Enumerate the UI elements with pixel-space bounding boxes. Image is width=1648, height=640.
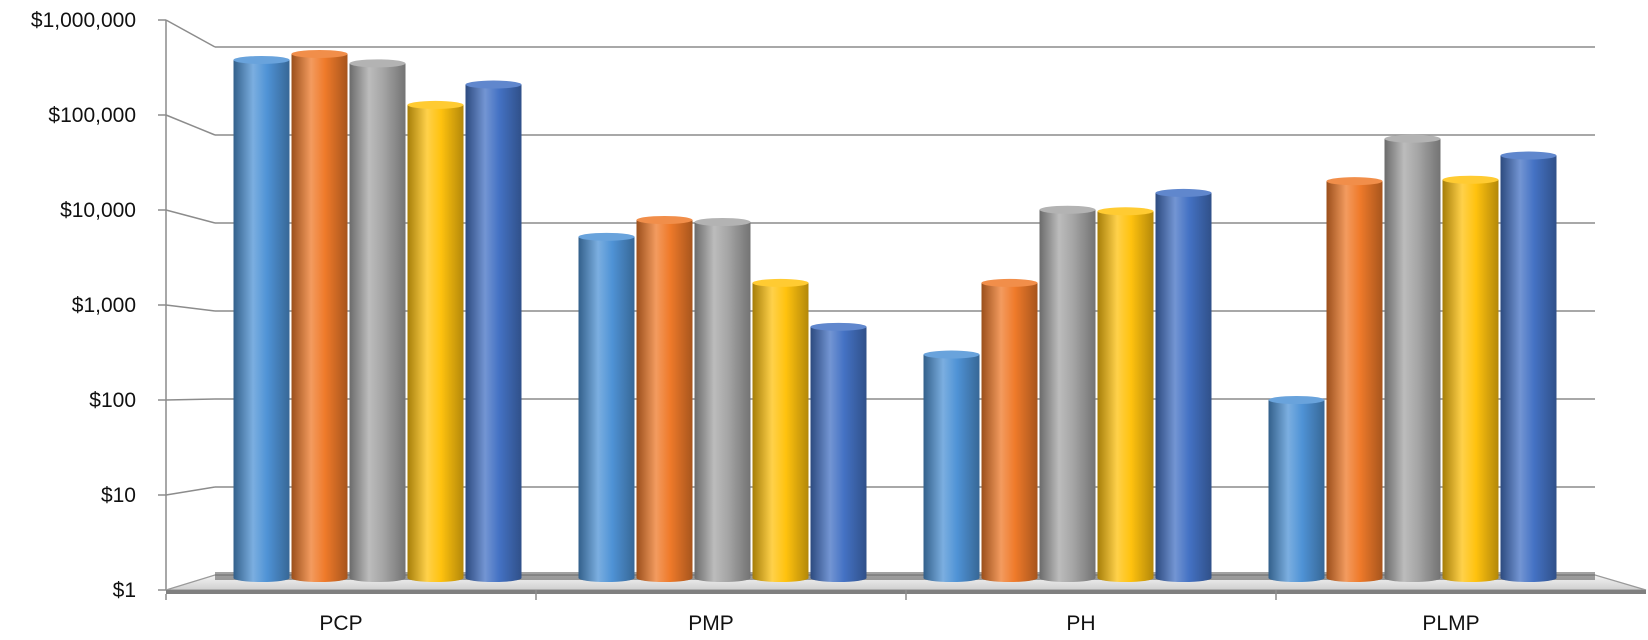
bar-body: [291, 53, 348, 583]
bar-plmp-series-5: [1500, 151, 1557, 582]
bar-ph-series-1: [923, 350, 980, 582]
bar-cap: [1268, 396, 1325, 404]
bar-cap: [407, 100, 464, 109]
bar-body: [1268, 400, 1325, 582]
bar-cap: [233, 55, 290, 64]
bar-pmp-series-3: [694, 218, 751, 582]
bar-body: [1155, 192, 1212, 583]
y-tick-label: $10,000: [60, 199, 136, 222]
bar-ph-series-2: [981, 278, 1038, 582]
bar-body: [1097, 211, 1154, 583]
bar-body: [407, 104, 464, 583]
bar-body: [923, 354, 980, 582]
y-tick-label: $1,000,000: [31, 9, 136, 32]
y-tick-label: $1: [113, 579, 136, 602]
bar-plmp-series-3: [1384, 134, 1441, 582]
bar-body: [1039, 209, 1096, 582]
bar-body: [1326, 181, 1383, 583]
bar-body: [1384, 138, 1441, 582]
bar-plmp-series-4: [1442, 175, 1499, 582]
bar-cap: [810, 322, 867, 331]
y-tick-label: $1,000: [72, 294, 136, 317]
x-tick-label-ph: PH: [1066, 612, 1095, 635]
y-tick-label: $100: [89, 389, 136, 412]
bar-ph-series-4: [1097, 207, 1154, 583]
bar-cap: [1384, 134, 1441, 143]
bar-body: [349, 63, 406, 582]
x-axis: PCP PMP PH PLMP: [165, 590, 1480, 635]
bar-body: [233, 59, 290, 583]
floor-shadow: [215, 572, 1595, 580]
bar-ph-series-5: [1155, 188, 1212, 583]
bar-cap: [981, 278, 1038, 287]
y-tick-label: $10: [101, 484, 136, 507]
bar-pmp-series-5: [810, 322, 867, 582]
bar-body: [694, 222, 751, 582]
bar-cap: [349, 59, 406, 68]
bar-body: [636, 220, 693, 582]
bar-body: [578, 236, 635, 582]
bar-pmp-series-2: [636, 216, 693, 582]
x-tick-label-plmp: PLMP: [1422, 612, 1479, 635]
bar-cap: [1500, 151, 1557, 160]
y-axis: $1 $10 $100 $1,000 $10,000 $100,000 $1,000,000: [31, 9, 166, 602]
gridline-diagonal: [165, 19, 216, 48]
bar-cap: [636, 216, 693, 224]
bar-body: [981, 282, 1038, 582]
bar-cap: [1097, 207, 1154, 216]
bar-cap: [1326, 177, 1383, 186]
gridline-diagonal: [165, 114, 216, 136]
bar-body: [810, 326, 867, 582]
bar-cap: [923, 350, 980, 359]
bar-ph-series-3: [1039, 205, 1096, 582]
bar-cap: [291, 49, 348, 58]
bar-pcp-series-3: [349, 59, 406, 582]
bar-plmp-series-2: [1326, 177, 1383, 583]
bar-cap: [694, 218, 751, 227]
bar-pmp-series-1: [578, 232, 635, 582]
y-tick-label: $100,000: [48, 104, 136, 127]
bar-cap: [752, 278, 809, 287]
gridline-diagonal: [165, 209, 216, 224]
bar-pcp-series-2: [291, 49, 348, 583]
bar-body: [1442, 179, 1499, 582]
bar-body: [752, 282, 809, 582]
gridline-diagonal: [165, 304, 216, 312]
bar-pcp-series-4: [407, 100, 464, 583]
bar-cap: [1039, 205, 1096, 214]
bar-cap: [1442, 175, 1499, 184]
x-tick-label-pmp: PMP: [688, 612, 734, 635]
x-tick-label-pcp: PCP: [319, 612, 362, 635]
bar-cap: [465, 80, 522, 89]
bars: [233, 49, 1557, 583]
gridline-diagonal: [165, 398, 216, 401]
bar-pcp-series-5: [465, 80, 522, 582]
bar-body: [1500, 155, 1557, 582]
bar-plmp-series-1: [1268, 396, 1325, 582]
bar-pmp-series-4: [752, 278, 809, 582]
bar-body: [465, 84, 522, 582]
bar-cap: [578, 232, 635, 241]
bar-pcp-series-1: [233, 55, 290, 583]
bar-cap: [1155, 188, 1212, 197]
gridline-diagonal: [165, 486, 216, 496]
